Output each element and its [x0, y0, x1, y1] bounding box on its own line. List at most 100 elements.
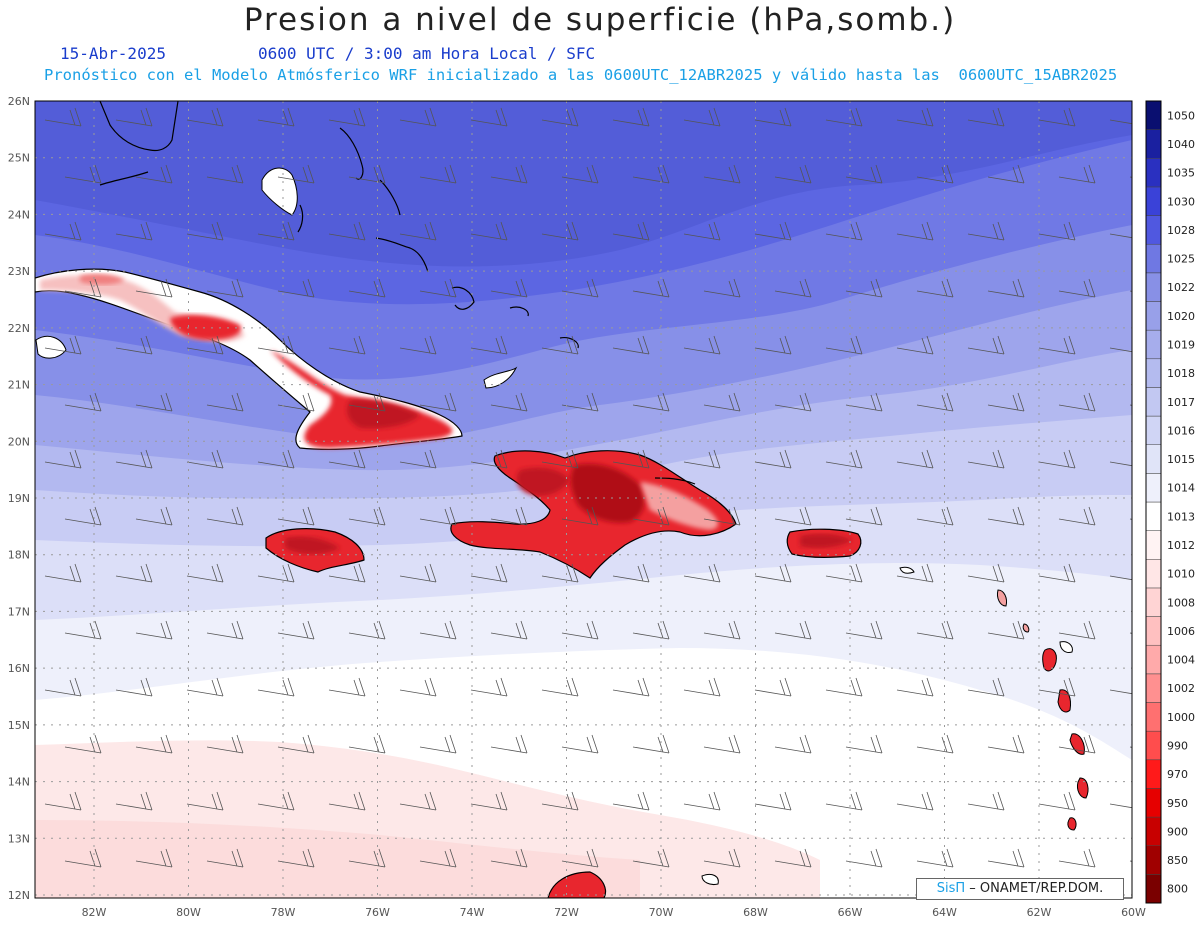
wind-barb	[277, 506, 315, 526]
colorbar-swatch	[1145, 387, 1162, 417]
wind-barb	[541, 107, 579, 127]
wind-barb	[329, 906, 365, 924]
wind-barb	[684, 906, 720, 924]
wind-barb	[916, 506, 954, 526]
colorbar-label: 1014	[1167, 482, 1195, 495]
colorbar-label: 990	[1167, 739, 1188, 752]
wind-barb	[1109, 803, 1132, 809]
wind-barb	[186, 677, 224, 697]
wind-barb	[896, 335, 934, 355]
wind-barb	[135, 620, 173, 640]
wind-barb	[490, 164, 528, 184]
wind-barb	[845, 392, 883, 412]
wind-barb	[348, 392, 386, 412]
wind-barb	[774, 848, 812, 868]
wind-barb	[703, 164, 741, 184]
wind-barb	[186, 335, 224, 355]
wind-barb	[399, 563, 437, 583]
wind-barb	[541, 791, 579, 811]
wind-barb	[257, 335, 295, 355]
wind-barb	[987, 278, 1025, 298]
wind-barb	[1038, 791, 1076, 811]
wind-barb	[1058, 848, 1096, 868]
wind-barb	[1109, 689, 1132, 695]
wind-barb	[1109, 575, 1132, 581]
wind-barb	[1058, 620, 1096, 640]
wind-barb	[328, 677, 366, 697]
colorbar-swatch	[1145, 616, 1162, 646]
longitude-axis: 82W 80W 78W 76W 74W 72W 70W 68W 66W 64W 62W 60W	[82, 906, 1146, 919]
wind-barb	[916, 848, 954, 868]
wind-barb	[400, 906, 436, 924]
wind-barb	[541, 221, 579, 241]
colorbar-swatch	[1145, 158, 1162, 188]
wind-barb	[613, 906, 649, 924]
colorbar-swatch	[1145, 358, 1162, 388]
wind-barb	[277, 278, 315, 298]
wind-barb	[683, 677, 721, 697]
wind-barb	[115, 449, 153, 469]
colorbar-label: 1020	[1167, 310, 1195, 323]
wind-barb	[561, 164, 599, 184]
colorbar-swatch	[1145, 530, 1162, 560]
wind-barb	[277, 164, 315, 184]
lon-label: 82W	[82, 906, 107, 919]
wind-barb	[44, 791, 82, 811]
lat-label: 18N	[8, 549, 30, 562]
wind-barb	[1038, 563, 1076, 583]
wind-barb	[1058, 392, 1096, 412]
wind-barb	[825, 449, 863, 469]
wind-barb	[206, 848, 244, 868]
wind-barb	[612, 791, 650, 811]
colorbar-label: 1050	[1167, 109, 1195, 122]
wind-barb	[328, 449, 366, 469]
land-masses	[35, 101, 1089, 898]
wind-barb	[541, 335, 579, 355]
wind-barb	[115, 107, 153, 127]
wind-barb	[419, 506, 457, 526]
wind-barb	[754, 791, 792, 811]
wind-barb	[1058, 278, 1096, 298]
pressure-colorbar: 800 850 900 950 970 990 1000 1002 1004 1006 1008 10…	[1145, 100, 1195, 904]
wind-barb	[115, 677, 153, 697]
wind-barb	[612, 677, 650, 697]
wind-barb	[703, 620, 741, 640]
colorbar-label: 1013	[1167, 510, 1195, 523]
wind-barb	[968, 906, 1004, 924]
wind-barb	[64, 392, 102, 412]
wind-barb	[44, 677, 82, 697]
lat-label: 24N	[8, 208, 30, 221]
wind-barb	[632, 734, 670, 754]
wind-barb	[916, 734, 954, 754]
wind-barb	[135, 848, 173, 868]
wind-barb	[64, 164, 102, 184]
colorbar-label: 1016	[1167, 424, 1195, 437]
wind-barb	[399, 677, 437, 697]
wind-barb	[277, 734, 315, 754]
lon-label: 62W	[1027, 906, 1052, 919]
wind-barb	[754, 107, 792, 127]
lon-label: 80W	[176, 906, 201, 919]
lat-label: 19N	[8, 492, 30, 505]
lat-label: 15N	[8, 719, 30, 732]
wind-barb	[987, 392, 1025, 412]
wind-barbs	[44, 107, 1132, 924]
colorbar-label: 1000	[1167, 711, 1195, 724]
wind-barb	[399, 107, 437, 127]
wind-barb	[135, 164, 173, 184]
wind-barb	[277, 392, 315, 412]
colorbar-swatch	[1145, 415, 1162, 445]
colorbar-label: 1019	[1167, 338, 1195, 351]
wind-barb	[774, 620, 812, 640]
wind-barb	[1058, 164, 1096, 184]
wind-barb	[561, 506, 599, 526]
wind-barb	[470, 677, 508, 697]
colorbar-label: 1004	[1167, 654, 1195, 667]
wind-barb	[115, 791, 153, 811]
wind-barb	[612, 335, 650, 355]
plot-frame	[34, 100, 1133, 899]
wind-barb	[44, 563, 82, 583]
wind-barb	[419, 620, 457, 640]
wind-barb	[419, 734, 457, 754]
wind-barb	[967, 563, 1005, 583]
